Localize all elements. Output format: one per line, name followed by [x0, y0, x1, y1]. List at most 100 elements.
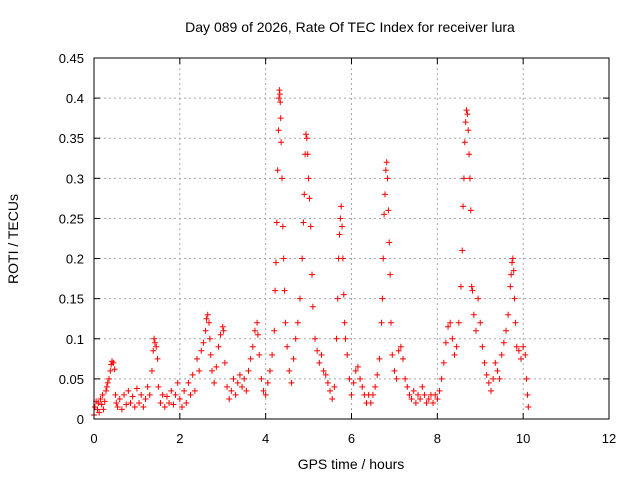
- data-point: [384, 175, 391, 182]
- chart-title: Day 089 of 2026, Rate Of TEC Index for r…: [185, 19, 515, 35]
- data-point: [462, 119, 469, 126]
- data-point: [103, 383, 110, 390]
- data-point: [269, 351, 276, 358]
- data-point: [150, 347, 157, 354]
- data-point: [525, 403, 532, 410]
- y-tick-label: 0.15: [59, 292, 84, 307]
- data-point: [215, 343, 222, 350]
- data-point: [151, 335, 158, 342]
- data-point: [339, 223, 346, 230]
- y-tick-label: 0.4: [66, 91, 84, 106]
- data-point: [455, 319, 462, 326]
- data-point: [264, 379, 271, 386]
- data-point: [417, 395, 424, 402]
- data-point: [306, 195, 313, 202]
- data-point: [434, 395, 441, 402]
- data-point: [378, 319, 385, 326]
- data-point: [206, 335, 213, 342]
- data-point: [129, 393, 136, 400]
- data-point: [341, 319, 348, 326]
- data-point: [520, 343, 527, 350]
- data-point: [106, 375, 113, 382]
- data-point: [230, 375, 237, 382]
- data-point: [181, 387, 188, 394]
- data-point: [460, 203, 467, 210]
- data-point: [459, 247, 466, 254]
- data-point: [157, 399, 164, 406]
- x-axis-label: GPS time / hours: [298, 456, 405, 472]
- data-point: [131, 403, 138, 410]
- data-point: [309, 271, 316, 278]
- data-point: [232, 391, 239, 398]
- x-tick-label: 6: [348, 431, 355, 446]
- data-point: [469, 287, 476, 294]
- data-point: [479, 343, 486, 350]
- data-point: [339, 255, 346, 262]
- data-point: [404, 383, 411, 390]
- data-point: [336, 231, 343, 238]
- data-point: [243, 387, 250, 394]
- data-point: [333, 335, 340, 342]
- data-points: [91, 87, 532, 418]
- data-point: [397, 343, 404, 350]
- data-point: [290, 355, 297, 362]
- data-point: [226, 395, 233, 402]
- y-axis-label: ROTI / TECUs: [5, 194, 21, 284]
- data-point: [155, 383, 162, 390]
- data-point: [381, 211, 388, 218]
- data-point: [440, 359, 447, 366]
- data-point: [274, 167, 281, 174]
- data-point: [380, 255, 387, 262]
- data-point: [477, 319, 484, 326]
- data-point: [304, 151, 311, 158]
- data-point: [281, 287, 288, 294]
- data-point: [421, 391, 428, 398]
- data-point: [273, 219, 280, 226]
- data-point: [144, 383, 151, 390]
- data-point: [301, 191, 308, 198]
- data-point: [386, 239, 393, 246]
- data-point: [118, 406, 125, 413]
- data-point: [194, 355, 200, 362]
- data-point: [334, 295, 341, 302]
- data-point: [329, 395, 336, 402]
- data-point: [387, 319, 394, 326]
- data-point: [379, 295, 386, 302]
- data-point: [136, 399, 143, 406]
- data-point: [309, 303, 316, 310]
- data-point: [297, 295, 303, 302]
- data-point: [412, 399, 419, 406]
- data-point: [423, 399, 430, 406]
- data-point: [307, 223, 314, 230]
- y-tick-label: 0.1: [66, 332, 84, 347]
- data-point: [464, 111, 471, 118]
- data-point: [271, 327, 278, 334]
- data-point: [383, 159, 390, 166]
- data-point: [159, 391, 166, 398]
- data-point: [209, 367, 216, 374]
- data-point: [449, 335, 456, 342]
- x-tick-label: 0: [90, 431, 97, 446]
- data-point: [442, 339, 449, 346]
- data-point: [523, 375, 530, 382]
- data-point: [393, 375, 400, 382]
- data-point: [170, 401, 177, 408]
- data-point: [101, 398, 108, 405]
- data-point: [447, 319, 454, 326]
- data-point: [107, 367, 114, 374]
- data-point: [166, 399, 173, 406]
- data-point: [187, 391, 194, 398]
- data-point: [509, 255, 516, 262]
- data-point: [153, 343, 160, 350]
- data-point: [258, 375, 265, 382]
- data-point: [410, 387, 417, 394]
- y-tick-label: 0: [77, 412, 84, 427]
- data-point: [111, 366, 118, 373]
- data-point: [161, 403, 168, 410]
- data-point: [508, 271, 515, 278]
- data-point: [110, 359, 117, 366]
- data-point: [314, 347, 321, 354]
- data-point: [178, 403, 185, 410]
- data-point: [483, 371, 490, 378]
